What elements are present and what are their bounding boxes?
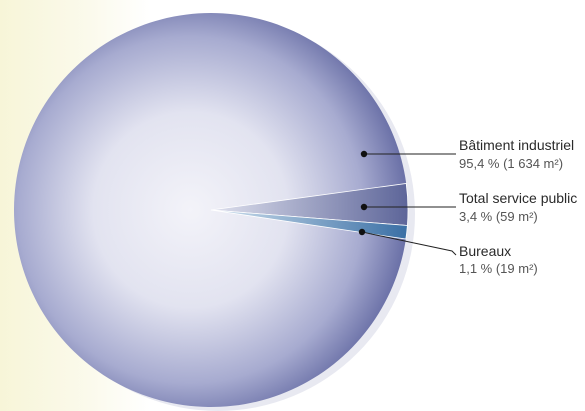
pie-slices: [13, 12, 409, 407]
pie-callouts: Bâtiment industriel 95,4 % (1 634 m²) Tota…: [358, 137, 577, 276]
slice-value-label: 95,4 % (1 634 m²): [459, 156, 563, 171]
slice-value-label: 1,1 % (19 m²): [459, 261, 538, 276]
callout-dot: [360, 203, 368, 211]
slice-label: Bâtiment industriel: [459, 137, 574, 153]
callout-dot: [360, 150, 368, 158]
callout-line: [361, 231, 457, 256]
callout-dot: [358, 228, 366, 236]
pie-slice-bureaux: [210, 209, 408, 240]
pie-slice-b-timent-industriel: [13, 12, 407, 407]
slice-label: Bureaux: [459, 243, 511, 259]
slice-label: Total service public: [459, 190, 577, 206]
slice-value-label: 3,4 % (59 m²): [459, 209, 538, 224]
